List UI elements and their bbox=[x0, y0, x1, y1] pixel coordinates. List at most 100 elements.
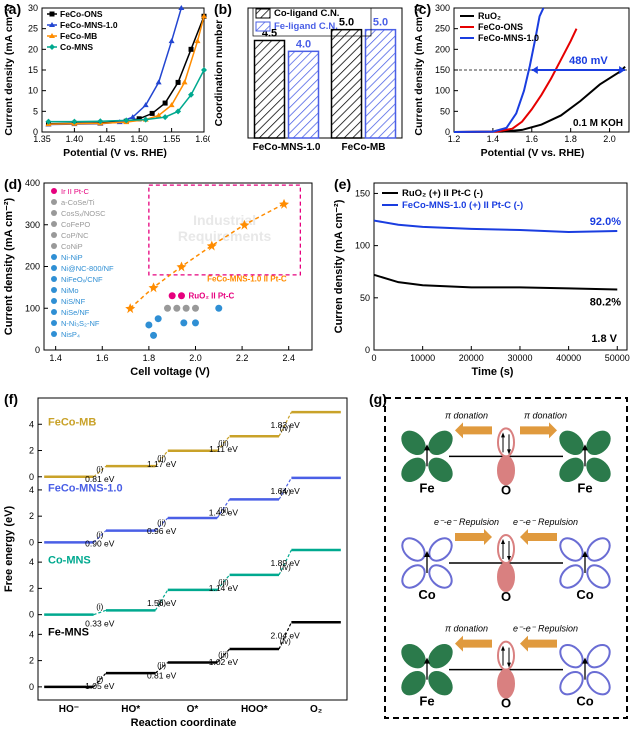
ytick-label: 100 bbox=[435, 86, 450, 96]
bar-hatch bbox=[255, 41, 285, 139]
delta-label: 0.90 eV bbox=[85, 539, 115, 549]
legend-item: CoP/NC bbox=[61, 231, 89, 240]
xtick-label: 10000 bbox=[410, 353, 435, 363]
xlabel: Reaction coordinate bbox=[131, 717, 237, 729]
legend-item: Ni-NiP bbox=[61, 253, 83, 262]
delta-label: 1.11 eV bbox=[209, 444, 238, 454]
delta-label: 0.81 eV bbox=[147, 670, 177, 680]
xcat-label: O₂ bbox=[310, 704, 322, 715]
ytick-label: 100 bbox=[25, 303, 40, 313]
panel-label: (f) bbox=[4, 391, 18, 407]
panel-label: (a) bbox=[4, 1, 21, 17]
series-line bbox=[374, 221, 617, 232]
ytick-label: 25 bbox=[28, 24, 38, 34]
ytick-label: 4 bbox=[29, 557, 34, 567]
interaction-label: π donation bbox=[524, 410, 567, 420]
ylabel: Coordination number bbox=[213, 20, 225, 127]
legend-item: CosSₓ/NOSC bbox=[61, 209, 106, 218]
o-lobe bbox=[498, 670, 514, 698]
ytick-label: 0 bbox=[29, 537, 34, 547]
legend-item: CoNiP bbox=[61, 242, 83, 251]
interaction-label: π donation bbox=[445, 624, 488, 634]
legend-label: Co-MNS bbox=[60, 42, 93, 52]
ytick-label: 200 bbox=[435, 44, 450, 54]
scatter-point bbox=[169, 292, 176, 299]
arrow-icon bbox=[455, 529, 492, 545]
xtick-label: 1.8 bbox=[143, 353, 156, 363]
orbital-lobe bbox=[398, 641, 429, 672]
o-label: O bbox=[501, 482, 511, 497]
ylabel: Current density (mA cm⁻²) bbox=[3, 197, 15, 335]
atom-label: Co bbox=[418, 587, 435, 602]
system-name: Fe-MNS bbox=[48, 627, 89, 639]
xtick-label: 1.50 bbox=[130, 134, 148, 144]
legend-item: NiS/NF bbox=[61, 297, 86, 306]
ytick-label: 300 bbox=[435, 3, 450, 13]
ytick-label: 400 bbox=[25, 178, 40, 188]
orbital-lobe bbox=[398, 427, 429, 458]
ytick-label: 4 bbox=[29, 485, 34, 495]
ytick-label: 0 bbox=[33, 127, 38, 137]
legend-label: RuO₂ (+) II Pt-C (-) bbox=[402, 188, 483, 199]
legend-label: Co-ligand C.N. bbox=[274, 8, 339, 19]
xtick-label: 1.40 bbox=[66, 134, 84, 144]
delta-label: 1.02 eV bbox=[209, 657, 239, 667]
xcat-label: HO* bbox=[121, 704, 140, 715]
ytick-label: 4 bbox=[29, 629, 34, 639]
delta-label: 1.64 eV bbox=[271, 486, 301, 496]
orbital-lobe bbox=[425, 641, 456, 672]
legend-label: FeCo-MNS-1.0 bbox=[478, 33, 539, 43]
bar-value: 4.0 bbox=[296, 38, 311, 50]
interaction-label: e⁻-e⁻ Repulsion bbox=[434, 517, 499, 527]
panel-d: 1.41.61.82.02.22.40100200300400Industria… bbox=[0, 175, 320, 380]
orbital-lobe bbox=[398, 534, 429, 565]
xtick-label: 0 bbox=[371, 353, 376, 363]
scatter-point bbox=[145, 321, 152, 328]
ytick-label: 300 bbox=[25, 220, 40, 230]
legend-label: FeCo-MNS-1.0 (+) II Pt-C (-) bbox=[402, 200, 523, 211]
xtick-label: 30000 bbox=[507, 353, 532, 363]
xtick-label: 2.4 bbox=[282, 353, 295, 363]
panel-a: 1.351.401.451.501.551.60051015202530FeCo… bbox=[0, 0, 210, 160]
panel-label: (e) bbox=[334, 176, 351, 192]
interaction-label: e⁻-e⁻ Repulsion bbox=[513, 624, 578, 634]
delta-label: 1.83 eV bbox=[271, 420, 301, 430]
ytick-label: 5 bbox=[33, 106, 38, 116]
ytick-label: 50 bbox=[360, 293, 370, 303]
star-marker bbox=[176, 262, 186, 272]
ytick-label: 250 bbox=[435, 24, 450, 34]
category-label: FeCo-MNS-1.0 bbox=[253, 142, 321, 153]
xcat-label: O* bbox=[187, 704, 199, 715]
scatter-point bbox=[164, 305, 171, 312]
ytick-label: 150 bbox=[355, 188, 370, 198]
interaction-label: e⁻-e⁻ Repulsion bbox=[513, 517, 578, 527]
xlabel: Time (s) bbox=[472, 366, 514, 378]
ytick-label: 15 bbox=[28, 65, 38, 75]
scatter-point bbox=[192, 319, 199, 326]
ytick-label: 20 bbox=[28, 44, 38, 54]
final-label: 80.2% bbox=[590, 296, 621, 308]
o-lobe bbox=[498, 563, 514, 591]
xtick-label: 1.4 bbox=[49, 353, 62, 363]
system-name: Co-MNS bbox=[48, 555, 91, 567]
series-line bbox=[374, 275, 617, 290]
ytick-label: 50 bbox=[440, 106, 450, 116]
category-label: FeCo-MB bbox=[342, 142, 386, 153]
o-lobe bbox=[498, 535, 514, 563]
arrow-icon bbox=[520, 529, 557, 545]
orbital-lobe bbox=[425, 534, 456, 565]
o-lobe bbox=[498, 456, 514, 484]
system-name: FeCo-MB bbox=[48, 417, 96, 429]
o-lobe bbox=[498, 428, 514, 456]
bar-value: 5.0 bbox=[373, 17, 388, 29]
legend-label: FeCo-ONS bbox=[60, 9, 103, 19]
main-series-label: FeCo-MNS-1.0 II Pt-C bbox=[207, 275, 287, 284]
xtick-label: 20000 bbox=[459, 353, 484, 363]
interaction-label: π donation bbox=[445, 410, 488, 420]
scatter-point bbox=[150, 332, 157, 339]
xlabel: Potential (V vs. RHE) bbox=[63, 147, 167, 159]
delta-label: 1.05 eV bbox=[85, 681, 115, 691]
panel-b: 4.54.0FeCo-MNS-1.05.05.0FeCo-MBCo-ligand… bbox=[210, 0, 410, 160]
panel-e: 0100002000030000400005000005010015080.2%… bbox=[330, 175, 635, 380]
atom-label: Co bbox=[576, 694, 593, 709]
